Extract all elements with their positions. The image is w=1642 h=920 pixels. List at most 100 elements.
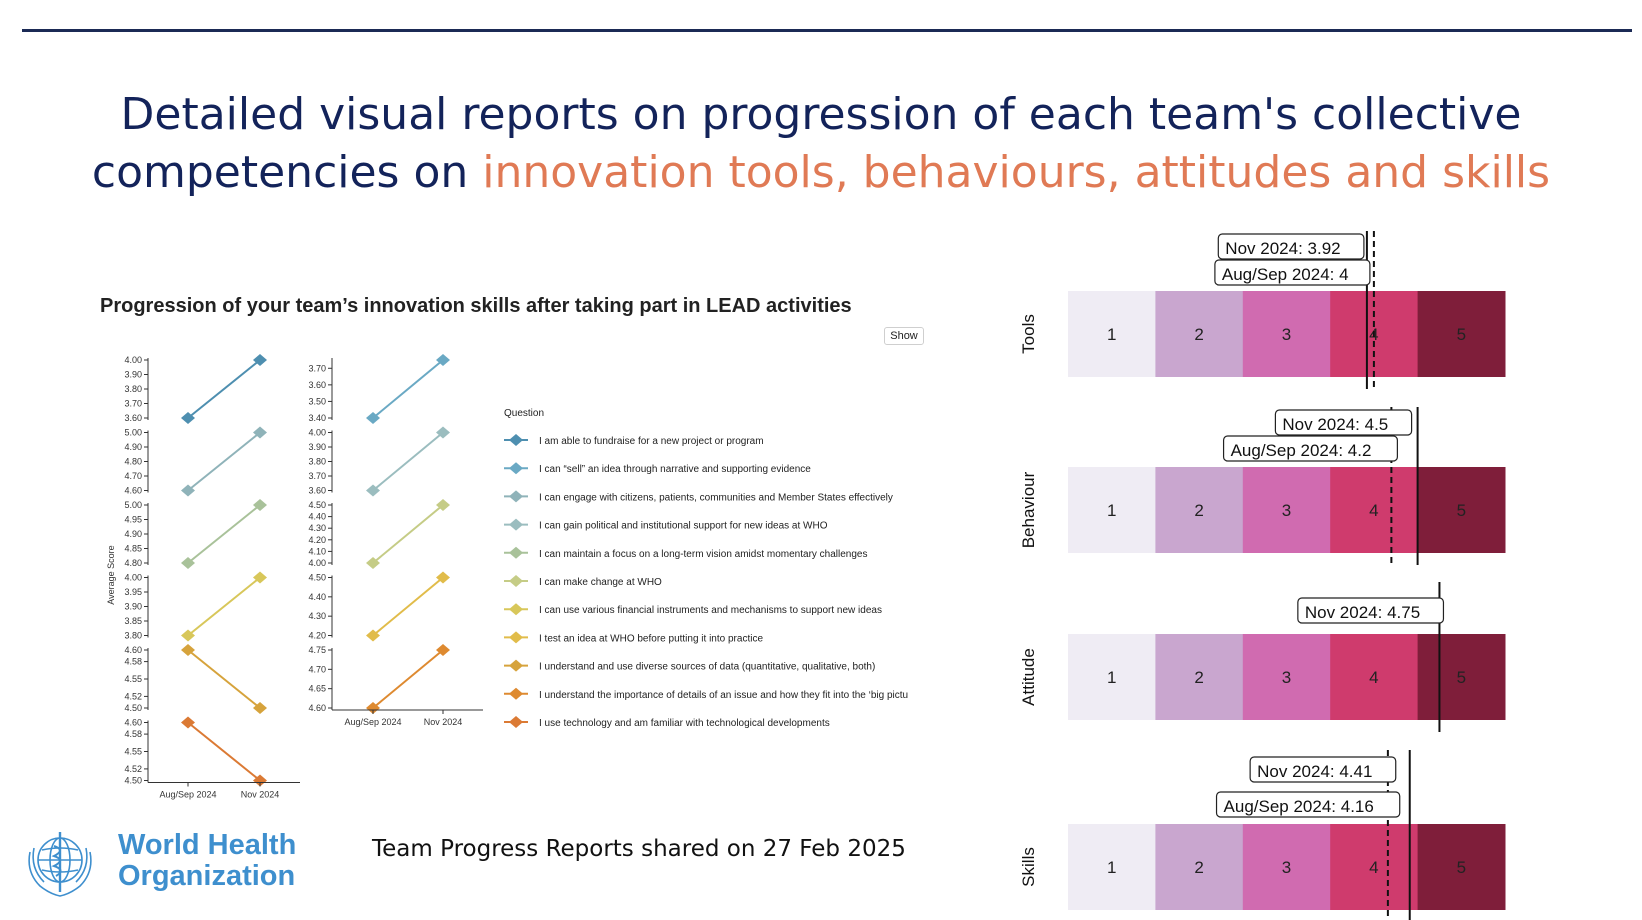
y-tick-label: 3.80 <box>308 457 326 467</box>
segment-label: 3 <box>1282 325 1291 344</box>
panel-1-2: 4.00 4.104.20 4.304.40 4.50 <box>308 499 450 569</box>
segment-label: 3 <box>1282 858 1291 877</box>
segment-3 <box>1242 824 1331 910</box>
data-point <box>436 499 450 511</box>
x-tick-label: Nov 2024 <box>241 790 280 800</box>
y-tick-label: 3.60 <box>124 413 142 423</box>
y-axis-label: Average Score <box>106 545 116 604</box>
segment-4 <box>1330 824 1419 910</box>
y-tick-label: 5.00 <box>124 428 142 438</box>
data-point <box>253 499 267 511</box>
segment-1 <box>1068 634 1156 720</box>
row-skills: 1 2 3 4 5 Skills Nov 2024: 4.41 Aug/Sep 2024: 4… <box>1019 750 1506 920</box>
legend-marker <box>509 716 523 728</box>
legend-item: I can maintain a focus on a long-term vi… <box>504 546 868 560</box>
nov-annotation: Nov 2024: 4.75 <box>1305 603 1420 622</box>
segment-label: 5 <box>1457 858 1466 877</box>
aug-annotation: Aug/Sep 2024: 4 <box>1222 265 1349 284</box>
show-button[interactable]: Show <box>884 327 924 345</box>
y-tick-label: 4.60 <box>124 718 142 728</box>
aug-annotation-box <box>1214 259 1371 286</box>
data-point <box>436 644 450 656</box>
who-wordmark: World Health Organization <box>118 830 296 892</box>
panel-0-2: 4.80 4.85 4.90 4.95 5.00 <box>124 499 267 569</box>
y-tick-label: 4.58 <box>124 729 142 739</box>
legend-label: I can make change at WHO <box>539 577 662 588</box>
legend-marker <box>509 575 523 587</box>
skills-progression-chart: Average Score Question 3.60 3.70 3.80 3.90 4… <box>106 354 908 800</box>
title-line-2: competencies on <box>91 147 483 198</box>
y-tick-label: 4.65 <box>308 684 326 694</box>
segment-label: 3 <box>1282 668 1291 687</box>
segment-label: 4 <box>1369 858 1378 877</box>
y-tick-label: 4.60 <box>124 486 142 496</box>
row-label: Tools <box>1019 314 1038 354</box>
segment-label: 2 <box>1194 501 1203 520</box>
nov-annotation-box <box>1249 756 1397 783</box>
legend-marker <box>509 434 523 446</box>
legend-label: I understand and use diverse sources of … <box>539 662 875 673</box>
segment-2 <box>1155 824 1244 910</box>
footer-text: Team Progress Reports shared on 27 Feb 2… <box>372 836 906 862</box>
data-point <box>253 426 267 439</box>
legend-label: I understand the importance of details o… <box>539 690 908 701</box>
nov-annotation-box <box>1297 597 1445 624</box>
segment-1 <box>1068 467 1156 553</box>
legend-label: I can “sell” an idea through narrative a… <box>539 464 811 475</box>
legend-marker <box>509 490 523 503</box>
legend-marker <box>509 462 523 475</box>
chart-heading: Progression of your team’s innovation sk… <box>100 295 852 317</box>
segment-label: 4 <box>1369 501 1378 520</box>
y-tick-label: 4.50 <box>308 573 326 583</box>
data-point <box>366 629 380 642</box>
series-line <box>372 431 444 492</box>
y-tick-label: 4.00 <box>124 573 142 583</box>
legend-marker <box>509 687 523 700</box>
nov-annotation: Nov 2024: 4.5 <box>1282 415 1388 434</box>
legend-item: I can engage with citizens, patients, co… <box>504 490 893 503</box>
legend-label: I can engage with citizens, patients, co… <box>539 492 893 503</box>
segment-label: 1 <box>1107 325 1116 344</box>
slide-title: Detailed visual reports on progression o… <box>0 86 1642 202</box>
y-tick-label: 4.55 <box>124 674 142 684</box>
aug-annotation-box <box>1222 435 1398 462</box>
x-tick-label: Nov 2024 <box>424 717 463 727</box>
row-label: Behaviour <box>1019 471 1038 548</box>
y-tick-label: 4.90 <box>124 442 142 452</box>
y-tick-label: 4.40 <box>308 592 326 602</box>
row-attitude: 1 2 3 4 5 Attitude Nov 2024: 4.75 <box>1019 582 1506 732</box>
segment-label: 2 <box>1194 668 1203 687</box>
panel-0-5: 4.50 4.52 4.55 4.584.60 <box>124 716 267 787</box>
data-point <box>366 484 380 497</box>
y-tick-label: 3.70 <box>124 399 142 409</box>
row-label: Attitude <box>1019 648 1038 706</box>
aug-annotation: Aug/Sep 2024: 4.2 <box>1231 441 1372 460</box>
panel-0-4: 4.50 4.52 4.55 4.58 4.60 <box>124 644 267 714</box>
y-tick-label: 4.70 <box>308 664 326 674</box>
who-emblem-icon <box>28 832 92 897</box>
segment-2 <box>1155 467 1244 553</box>
segment-label: 5 <box>1457 501 1466 520</box>
data-point <box>436 354 450 366</box>
data-point <box>181 557 195 569</box>
series-line <box>187 504 261 564</box>
y-tick-label: 4.30 <box>308 611 326 621</box>
y-tick-label: 4.20 <box>308 535 326 545</box>
title-line-1: Detailed visual reports on progression o… <box>120 89 1522 140</box>
series-line <box>187 576 261 637</box>
data-point <box>253 702 267 714</box>
legend-marker <box>509 603 523 616</box>
aug-annotation-box <box>1215 791 1401 818</box>
who-name-line-2: Organization <box>118 860 296 892</box>
segment-label: 5 <box>1457 668 1466 687</box>
data-point <box>181 412 195 424</box>
data-point <box>366 412 380 424</box>
segment-label: 1 <box>1107 858 1116 877</box>
segment-1 <box>1068 291 1156 377</box>
segment-label: 1 <box>1107 668 1116 687</box>
data-point <box>181 644 195 656</box>
legend-label: I can use various financial instruments … <box>539 605 882 616</box>
y-tick-label: 4.52 <box>124 691 142 701</box>
data-point <box>253 354 267 366</box>
